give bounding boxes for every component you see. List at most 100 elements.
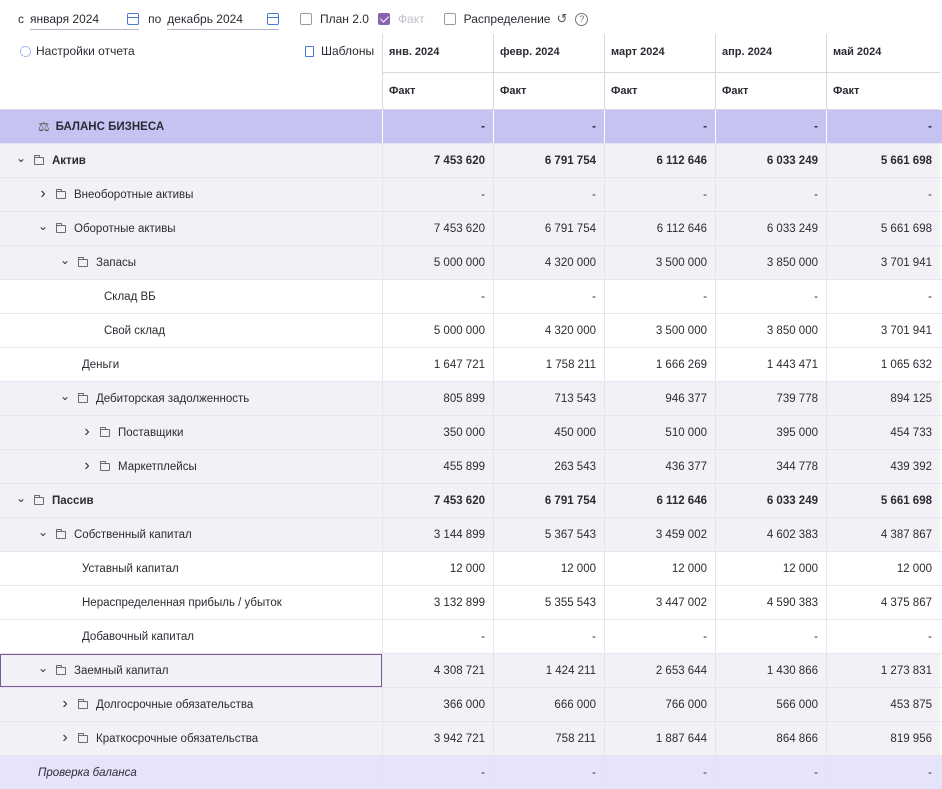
month-header[interactable]: февр. 2024 Факт xyxy=(493,34,604,110)
value-cell[interactable]: 4 602 383 xyxy=(715,518,826,551)
value-cell[interactable]: 7 453 620 xyxy=(382,144,493,177)
fact-checkbox[interactable] xyxy=(377,13,390,25)
templates-button[interactable]: Шаблоны xyxy=(305,44,374,58)
row-name-cell[interactable]: › Поставщики xyxy=(0,416,382,449)
value-cell[interactable]: 6 033 249 xyxy=(715,144,826,177)
value-cell[interactable]: - xyxy=(826,756,940,789)
value-cell[interactable]: 395 000 xyxy=(715,416,826,449)
chevron-down-icon[interactable]: ⌄ xyxy=(15,490,27,505)
calendar-icon[interactable] xyxy=(127,12,140,25)
row-name-cell[interactable]: ⌄ Пассив xyxy=(0,484,382,517)
value-cell[interactable]: 1 647 721 xyxy=(382,348,493,381)
table-row[interactable]: › Маркетплейсы 455 899 263 543 436 377 344 77… xyxy=(0,450,942,484)
value-cell[interactable]: - xyxy=(715,178,826,211)
value-cell[interactable]: 450 000 xyxy=(493,416,604,449)
value-cell[interactable]: 3 701 941 xyxy=(826,314,940,347)
table-row[interactable]: ⌄ Оборотные активы 7 453 620 6 791 754 6 112… xyxy=(0,212,942,246)
value-cell[interactable]: 1 666 269 xyxy=(604,348,715,381)
reset-icon[interactable]: ↺ xyxy=(556,11,568,26)
value-cell[interactable]: 805 899 xyxy=(382,382,493,415)
value-cell[interactable]: 2 653 644 xyxy=(604,654,715,687)
value-cell[interactable]: 1 273 831 xyxy=(826,654,940,687)
value-cell[interactable]: 3 850 000 xyxy=(715,314,826,347)
value-cell[interactable]: - xyxy=(604,178,715,211)
date-to-field[interactable]: декабрь 2024 xyxy=(167,8,279,30)
value-cell[interactable]: 7 453 620 xyxy=(382,484,493,517)
chevron-right-icon[interactable]: › xyxy=(84,456,90,474)
value-cell[interactable]: 5 000 000 xyxy=(382,246,493,279)
value-cell[interactable]: 3 500 000 xyxy=(604,314,715,347)
table-row[interactable]: › Внеоборотные активы - - - - - xyxy=(0,178,942,212)
value-cell[interactable]: - xyxy=(715,756,826,789)
row-name-cell[interactable]: Нераспределенная прибыль / убыток xyxy=(0,586,382,619)
month-header[interactable]: март 2024 Факт xyxy=(604,34,715,110)
value-cell[interactable]: 453 875 xyxy=(826,688,940,721)
value-cell[interactable]: 510 000 xyxy=(604,416,715,449)
value-cell[interactable]: - xyxy=(826,178,940,211)
value-cell[interactable]: - xyxy=(382,756,493,789)
chevron-down-icon[interactable]: ⌄ xyxy=(37,524,49,539)
table-row[interactable]: › Краткосрочные обязательства 3 942 721 758… xyxy=(0,722,942,756)
row-name-cell[interactable]: Свой склад xyxy=(0,314,382,347)
value-cell[interactable]: 4 320 000 xyxy=(493,246,604,279)
value-cell[interactable]: 3 132 899 xyxy=(382,586,493,619)
chevron-right-icon[interactable]: › xyxy=(62,694,68,712)
value-cell[interactable]: 4 590 383 xyxy=(715,586,826,619)
value-cell[interactable]: 5 661 698 xyxy=(826,144,940,177)
row-name-cell[interactable]: Проверка баланса xyxy=(0,756,382,789)
value-cell[interactable]: 6 112 646 xyxy=(604,484,715,517)
value-cell[interactable]: 344 778 xyxy=(715,450,826,483)
value-cell[interactable]: - xyxy=(715,280,826,313)
value-cell[interactable]: 5 661 698 xyxy=(826,212,940,245)
value-cell[interactable]: 5 355 543 xyxy=(493,586,604,619)
table-row[interactable]: ⌄ Заемный капитал 4 308 721 1 424 211 2 653 … xyxy=(0,654,942,688)
value-cell[interactable]: 6 112 646 xyxy=(604,212,715,245)
value-cell[interactable]: 5 000 000 xyxy=(382,314,493,347)
table-row[interactable]: ⚖ БАЛАНС БИЗНЕСА - - - - - xyxy=(0,110,942,144)
table-row[interactable]: ⌄ Запасы 5 000 000 4 320 000 3 500 000 3 850 … xyxy=(0,246,942,280)
value-cell[interactable]: 566 000 xyxy=(715,688,826,721)
chevron-right-icon[interactable]: › xyxy=(84,422,90,440)
row-name-cell[interactable]: Склад ВБ xyxy=(0,280,382,313)
table-row[interactable]: Нераспределенная прибыль / убыток 3 132 8… xyxy=(0,586,942,620)
chevron-right-icon[interactable]: › xyxy=(62,728,68,746)
value-cell[interactable]: 766 000 xyxy=(604,688,715,721)
value-cell[interactable]: - xyxy=(604,756,715,789)
value-cell[interactable]: 739 778 xyxy=(715,382,826,415)
row-name-cell[interactable]: Добавочный капитал xyxy=(0,620,382,653)
value-cell[interactable]: 1 758 211 xyxy=(493,348,604,381)
month-header[interactable]: янв. 2024 Факт xyxy=(382,34,493,110)
value-cell[interactable]: 439 392 xyxy=(826,450,940,483)
table-row[interactable]: ⌄ Собственный капитал 3 144 899 5 367 543 3 … xyxy=(0,518,942,552)
date-from-field[interactable]: января 2024 xyxy=(30,8,140,30)
row-name-cell[interactable]: ⌄ Дебиторская задолженность xyxy=(0,382,382,415)
value-cell[interactable]: 454 733 xyxy=(826,416,940,449)
value-cell[interactable]: - xyxy=(382,620,493,653)
value-cell[interactable]: 4 308 721 xyxy=(382,654,493,687)
row-name-cell[interactable]: ⌄ Актив xyxy=(0,144,382,177)
value-cell[interactable]: 819 956 xyxy=(826,722,940,755)
value-cell[interactable]: - xyxy=(382,110,493,143)
value-cell[interactable]: - xyxy=(826,620,940,653)
month-header[interactable]: май 2024 Факт xyxy=(826,34,940,110)
row-name-cell[interactable]: ⌄ Собственный капитал xyxy=(0,518,382,551)
month-header[interactable]: апр. 2024 Факт xyxy=(715,34,826,110)
value-cell[interactable]: - xyxy=(493,280,604,313)
value-cell[interactable]: 3 850 000 xyxy=(715,246,826,279)
value-cell[interactable]: 6 033 249 xyxy=(715,484,826,517)
row-name-cell[interactable]: › Долгосрочные обязательства xyxy=(0,688,382,721)
value-cell[interactable]: 366 000 xyxy=(382,688,493,721)
value-cell[interactable]: - xyxy=(715,620,826,653)
value-cell[interactable]: 1 424 211 xyxy=(493,654,604,687)
value-cell[interactable]: 3 500 000 xyxy=(604,246,715,279)
row-name-cell[interactable]: › Внеоборотные активы xyxy=(0,178,382,211)
value-cell[interactable]: - xyxy=(604,110,715,143)
value-cell[interactable]: 6 791 754 xyxy=(493,144,604,177)
value-cell[interactable]: - xyxy=(382,178,493,211)
row-name-cell[interactable]: Уставный капитал xyxy=(0,552,382,585)
value-cell[interactable]: 3 144 899 xyxy=(382,518,493,551)
table-row[interactable]: Деньги 1 647 721 1 758 211 1 666 269 1 443 4… xyxy=(0,348,942,382)
table-row[interactable]: Уставный капитал 12 000 12 000 12 000 12 000… xyxy=(0,552,942,586)
table-row[interactable]: Проверка баланса - - - - - xyxy=(0,756,942,789)
chevron-down-icon[interactable]: ⌄ xyxy=(15,150,27,165)
